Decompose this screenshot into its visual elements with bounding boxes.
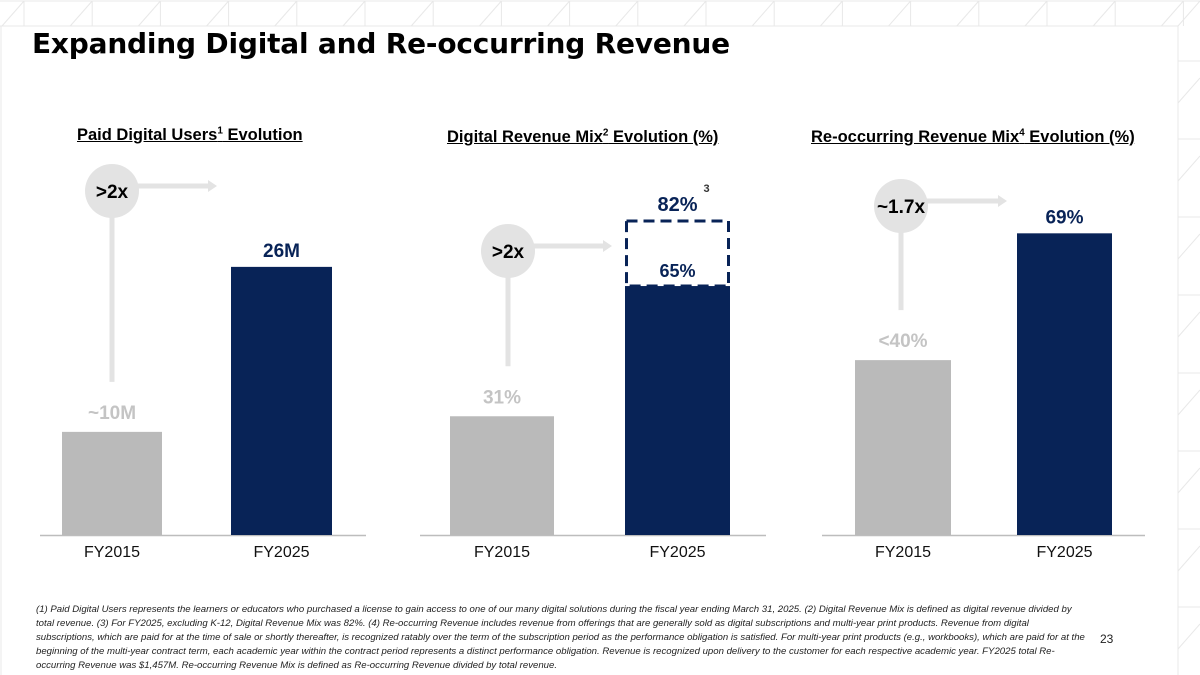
growth-circle <box>874 179 928 233</box>
chart-title-text: Evolution <box>222 126 303 144</box>
data-label-fy2015: 31% <box>483 387 521 408</box>
grid-diagonal <box>1177 0 1200 27</box>
chart-title-paid-digital-users: Paid Digital Users1 Evolution <box>77 126 303 145</box>
highlight-data-label: 82% <box>657 194 697 216</box>
grid-diagonal <box>1177 467 1200 494</box>
footnote-ref-2: 2 <box>602 127 609 139</box>
bar-fy2015 <box>450 416 554 535</box>
grid-diagonal <box>138 0 161 27</box>
x-tick-label: FY2015 <box>474 544 530 561</box>
chart-title-text: Paid Digital Users <box>77 126 218 144</box>
grid-diagonal <box>1177 623 1200 650</box>
arrow-right-icon <box>998 195 1007 207</box>
bar-fy2015 <box>855 360 951 535</box>
slide-title: Expanding Digital and Re-occurring Reven… <box>32 27 730 60</box>
grid-diagonal <box>547 0 570 27</box>
growth-circle <box>85 164 139 218</box>
data-label-fy2015: ~10M <box>88 403 136 424</box>
x-tick-label: FY2025 <box>253 544 309 561</box>
data-label-fy2025: 65% <box>659 261 695 281</box>
bar-fy2025 <box>1017 233 1112 536</box>
grid-diagonal <box>888 0 911 27</box>
highlight-dashed-outline <box>625 219 730 288</box>
grid-diagonal <box>820 0 843 27</box>
arrow-right-icon <box>603 240 612 252</box>
grid-diagonal <box>1161 0 1184 27</box>
grid-diagonal <box>479 0 502 27</box>
data-label-fy2025: 26M <box>263 241 300 262</box>
bar-fy2025 <box>231 266 332 535</box>
grid-diagonal <box>615 0 639 27</box>
grid-diagonal <box>1177 77 1200 104</box>
chart-1: FY2015 FY2025 26M ~10M >2x <box>40 164 366 561</box>
arrow-right-icon <box>208 180 217 192</box>
grid-diagonal <box>1177 233 1200 260</box>
grid-diagonal <box>274 0 298 27</box>
footnote-ref-1: 1 <box>217 125 223 137</box>
chart-title-digital-revenue-mix: Digital Revenue Mix2 Evolution (%) <box>447 128 718 147</box>
grid-diagonal <box>751 0 775 27</box>
data-label-fy2025: 69% <box>1045 207 1083 228</box>
chart-3: FY2015 FY2025 69% <40% ~1.7x <box>822 179 1145 561</box>
chart-title-text: Re-occurring Revenue Mix <box>811 128 1020 146</box>
grid-diagonal <box>1092 0 1116 27</box>
page-number: 23 <box>1100 632 1114 646</box>
grid-diagonal <box>1177 545 1200 572</box>
grid-diagonal <box>1 0 25 27</box>
grid-diagonal <box>1024 0 1048 27</box>
growth-multiplier-label: >2x <box>96 182 129 203</box>
chart-2: FY2015 FY2025 65% 82% 3 31% >2x <box>420 183 766 561</box>
footnote-ref-4: 4 <box>1019 127 1025 139</box>
growth-multiplier-label: ~1.7x <box>877 197 926 218</box>
data-label-fy2015: <40% <box>878 331 927 352</box>
grid-diagonal <box>206 0 229 27</box>
grid-diagonal <box>1177 389 1200 416</box>
bar-fy2025 <box>625 286 730 535</box>
grid-diagonal <box>956 0 980 27</box>
footnotes: (1) Paid Digital Users represents the le… <box>36 604 1085 671</box>
grid-diagonal <box>683 0 707 27</box>
grid-diagonal <box>1177 311 1200 338</box>
footnote-ref-3: 3 <box>703 183 709 195</box>
chart-title-text: Evolution (%) <box>608 128 719 146</box>
x-tick-label: FY2025 <box>1036 544 1092 561</box>
chart-title-text: Digital Revenue Mix <box>447 128 603 146</box>
grid-diagonal <box>69 0 93 27</box>
chart-title-reoccurring-revenue-mix: Re-occurring Revenue Mix4 Evolution (%) <box>811 128 1135 147</box>
x-tick-label: FY2025 <box>649 544 705 561</box>
grid-diagonal <box>410 0 434 27</box>
x-tick-label: FY2015 <box>875 544 931 561</box>
x-tick-label: FY2015 <box>84 544 140 561</box>
chart-title-text: Evolution (%) <box>1024 128 1135 146</box>
grid-diagonal <box>1177 155 1200 182</box>
grid-diagonal <box>342 0 366 27</box>
bar-fy2015 <box>62 431 162 535</box>
growth-circle <box>481 224 535 278</box>
growth-multiplier-label: >2x <box>492 242 525 263</box>
